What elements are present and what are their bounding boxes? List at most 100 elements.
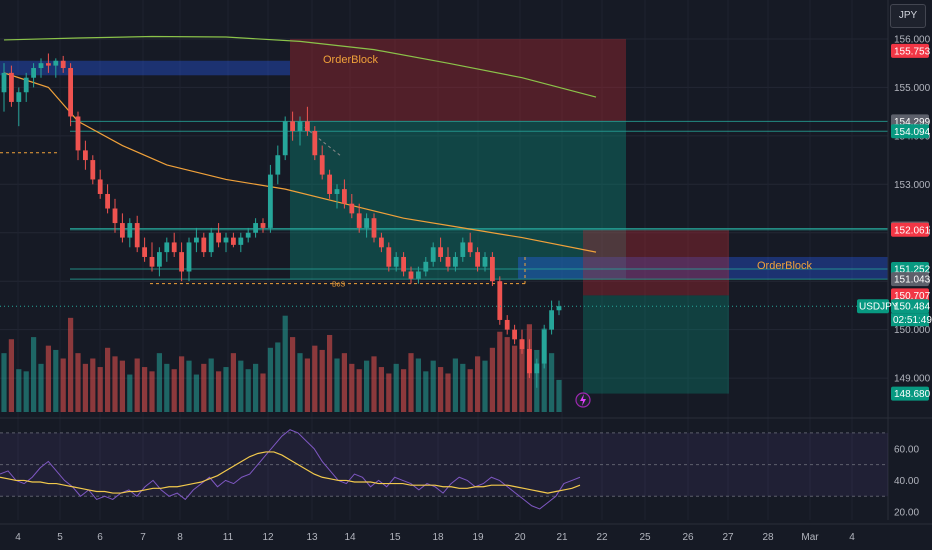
candle-body <box>386 247 392 267</box>
candle-body <box>297 121 303 132</box>
currency-selector-button[interactable]: JPY <box>890 4 926 28</box>
candle-body <box>127 223 133 238</box>
orderblock-zone-right <box>518 256 888 279</box>
volume-bar <box>541 328 547 412</box>
rsi-ma-line <box>0 451 581 494</box>
candle-body <box>120 223 125 238</box>
volume-bar <box>378 367 384 412</box>
candle-body <box>342 189 347 204</box>
time-tick-label: 13 <box>306 532 318 543</box>
volume-bar <box>149 371 155 412</box>
volume-bar <box>334 358 340 412</box>
candle-body <box>53 60 59 66</box>
candle-body <box>31 68 36 78</box>
candle-body <box>467 242 473 253</box>
time-tick-label: 26 <box>682 532 694 543</box>
volume-bar <box>275 342 281 412</box>
time-tick-label: 5 <box>57 532 63 543</box>
candle-body <box>416 271 421 279</box>
price-level-label: 154.094 <box>894 127 931 138</box>
volume-bar <box>482 360 488 412</box>
candle-body <box>231 237 236 245</box>
volume-bar <box>460 363 466 412</box>
candle-body <box>194 237 199 243</box>
volume-bar <box>356 369 362 412</box>
price-level-badge <box>891 43 929 58</box>
risk-box-upper <box>290 38 626 122</box>
rsi-tick-label: 40.00 <box>894 476 919 487</box>
candle-body <box>157 252 162 267</box>
volume-bar <box>127 374 133 412</box>
volume-bar <box>364 360 370 412</box>
candle-body <box>453 256 458 267</box>
time-tick-label: 25 <box>639 532 651 543</box>
volume-bar <box>304 358 310 412</box>
candle-body <box>490 256 495 282</box>
rsi-tick-label: 20.00 <box>894 508 919 519</box>
candle-body <box>275 155 281 175</box>
countdown-badge <box>891 313 929 327</box>
candle-body <box>223 237 229 243</box>
price-level-label: 151.252 <box>894 264 931 275</box>
price-level-badge <box>891 124 929 139</box>
volume-bar <box>216 371 222 412</box>
reward-box-upper <box>290 121 626 279</box>
time-tick-label: 19 <box>472 532 484 543</box>
volume-bar <box>290 337 296 412</box>
candle-body <box>1 72 7 93</box>
candle-body <box>445 256 451 267</box>
volume-bar <box>45 345 51 412</box>
candle-body <box>312 131 318 156</box>
candle-body <box>460 242 466 257</box>
candle-body <box>556 306 562 311</box>
volume-bar <box>164 363 170 412</box>
candle-body <box>171 242 177 253</box>
volume-bar <box>556 379 562 412</box>
candle-body <box>112 208 118 224</box>
volume-bar <box>75 353 81 412</box>
candle-body <box>319 155 325 175</box>
candle-body <box>23 77 29 93</box>
volume-bar <box>423 371 429 412</box>
volume-bar <box>156 353 162 412</box>
volume-bar <box>90 358 96 412</box>
volume-bar <box>201 363 207 412</box>
candle-body <box>186 242 192 272</box>
price-level-badge <box>891 272 929 287</box>
time-tick-label: 7 <box>140 532 146 543</box>
candle-body <box>60 60 66 69</box>
rsi-tick-label: 60.00 <box>894 444 919 455</box>
price-tick-label: 155.000 <box>894 83 931 94</box>
candle-body <box>9 72 14 102</box>
candle-body <box>327 174 332 194</box>
candle-body <box>423 261 429 272</box>
volume-bar <box>208 358 214 412</box>
candle-body <box>290 121 295 132</box>
bos-label: BoS <box>332 282 346 289</box>
risk-box-lower <box>583 229 729 296</box>
symbol-label: USDJPY <box>859 302 899 313</box>
volume-bar <box>512 345 518 412</box>
price-level-badge <box>891 288 929 303</box>
candle-body <box>16 92 22 102</box>
time-tick-label: 11 <box>223 532 234 543</box>
candle-body <box>393 256 399 267</box>
time-tick-label: 18 <box>432 532 444 543</box>
volume-bar <box>23 371 29 412</box>
candle-body <box>549 310 554 330</box>
volume-bar <box>179 356 185 412</box>
volume-bar <box>430 360 436 412</box>
price-level-label: 148.680 <box>894 389 931 400</box>
price-tick-label: 156.000 <box>894 34 931 45</box>
countdown-label: 02:51:49 <box>893 315 932 326</box>
candle-body <box>216 232 221 243</box>
candle-body <box>164 242 170 253</box>
candle-body <box>497 281 503 320</box>
volume-bar <box>16 369 22 412</box>
volume-bar <box>260 373 266 412</box>
candle-body <box>38 63 44 69</box>
orderblock-zone-left <box>0 60 290 76</box>
volume-bar <box>82 363 88 412</box>
candle-body <box>430 247 436 262</box>
